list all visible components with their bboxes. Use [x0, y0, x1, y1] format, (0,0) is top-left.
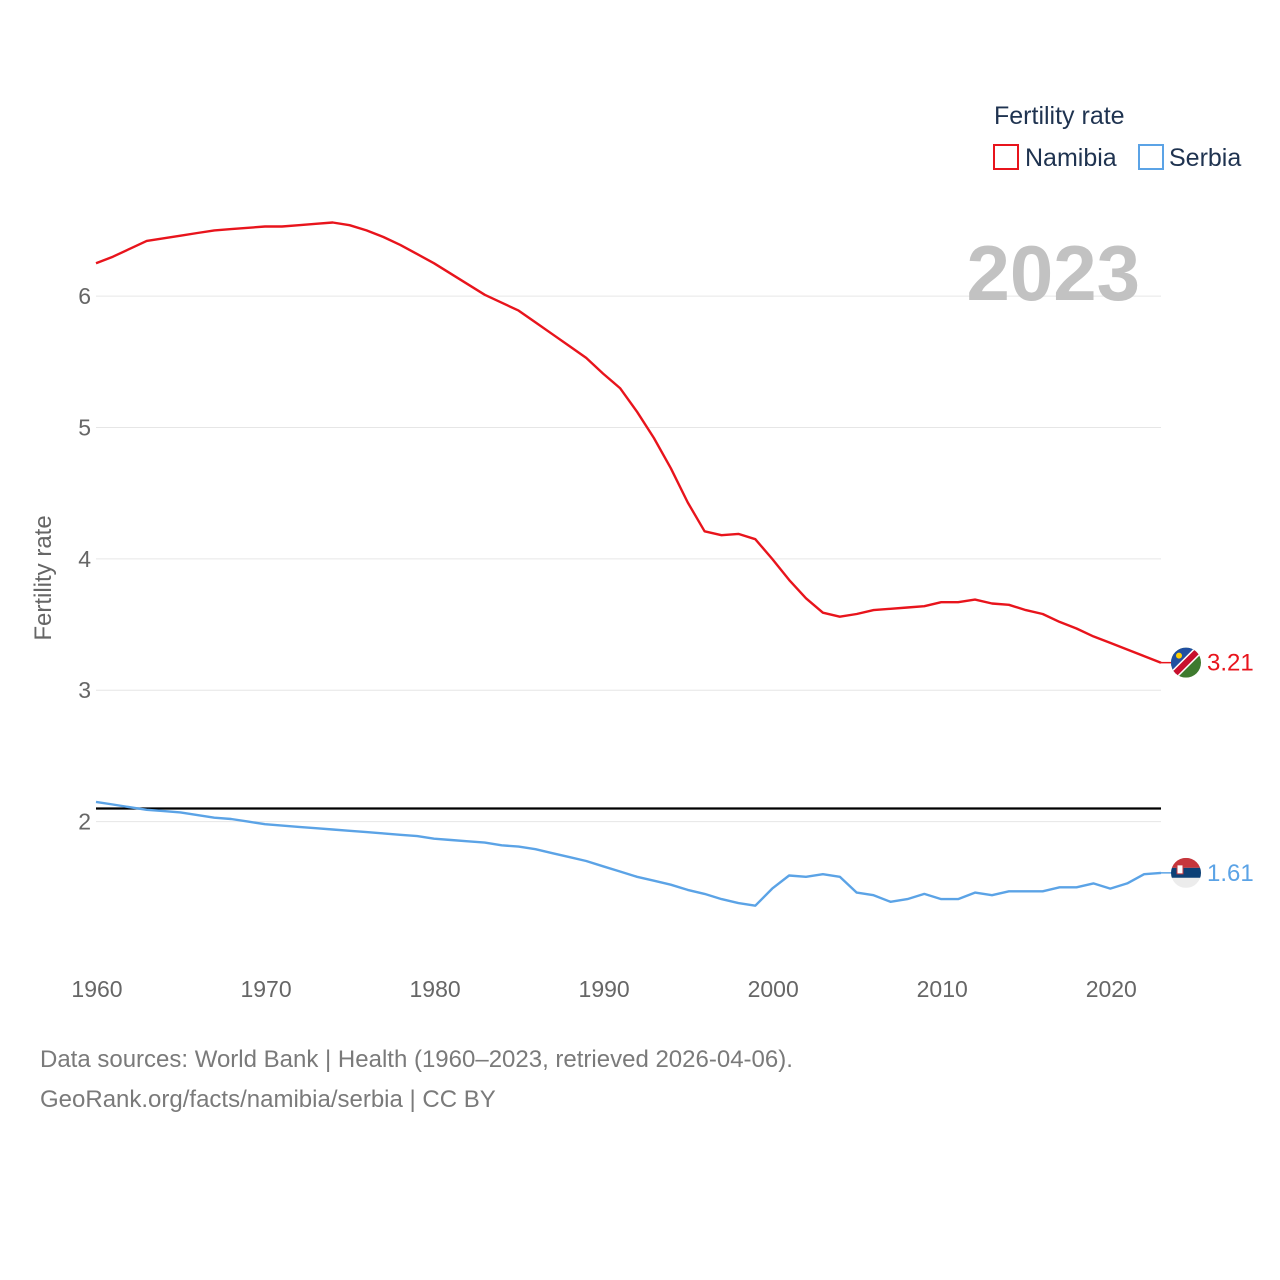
x-tick-2000: 2000 [748, 976, 799, 1002]
x-tick-1970: 1970 [240, 976, 291, 1002]
series-line-namibia[interactable] [95, 221, 1162, 664]
legend-label-namibia: Namibia [1025, 144, 1117, 172]
x-axis-ticks: 1960 1970 1980 1990 2000 2010 2020 [71, 976, 1136, 1002]
legend-title: Fertility rate [994, 102, 1125, 130]
series-line-serbia[interactable] [95, 800, 1162, 907]
grid-lines [96, 295, 1161, 823]
x-tick-1980: 1980 [410, 976, 461, 1002]
y-tick-5: 5 [78, 414, 91, 440]
flag-serbia-icon [1171, 857, 1201, 888]
y-axis-ticks: 2 3 4 5 6 [78, 283, 91, 835]
flag-namibia-icon [1171, 647, 1201, 678]
legend-item-namibia[interactable]: Namibia [993, 144, 1117, 172]
y-tick-3: 3 [78, 677, 91, 703]
legend: Fertility rate Namibia Serbia [993, 102, 1241, 172]
x-tick-1960: 1960 [71, 976, 122, 1002]
x-tick-1990: 1990 [579, 976, 630, 1002]
end-label-serbia: 1.61 [1207, 860, 1254, 887]
end-markers: 3.21 1.61 [1161, 647, 1254, 888]
legend-swatch-serbia [1138, 144, 1164, 170]
end-label-namibia: 3.21 [1207, 650, 1254, 677]
y-tick-6: 6 [78, 283, 91, 309]
year-label: 2023 [966, 229, 1140, 317]
y-tick-4: 4 [78, 546, 91, 572]
x-tick-2010: 2010 [917, 976, 968, 1002]
source-note: Data sources: World Bank | Health (1960–… [40, 1046, 793, 1073]
legend-item-serbia[interactable]: Serbia [1138, 144, 1241, 172]
series-lines [95, 221, 1162, 907]
x-tick-2020: 2020 [1086, 976, 1137, 1002]
source-url[interactable]: GeoRank.org/facts/namibia/serbia | CC BY [40, 1086, 496, 1113]
y-axis-label: Fertility rate [30, 515, 57, 640]
legend-swatch-namibia [993, 144, 1019, 170]
y-tick-2: 2 [78, 809, 91, 835]
legend-label-serbia: Serbia [1169, 144, 1241, 172]
